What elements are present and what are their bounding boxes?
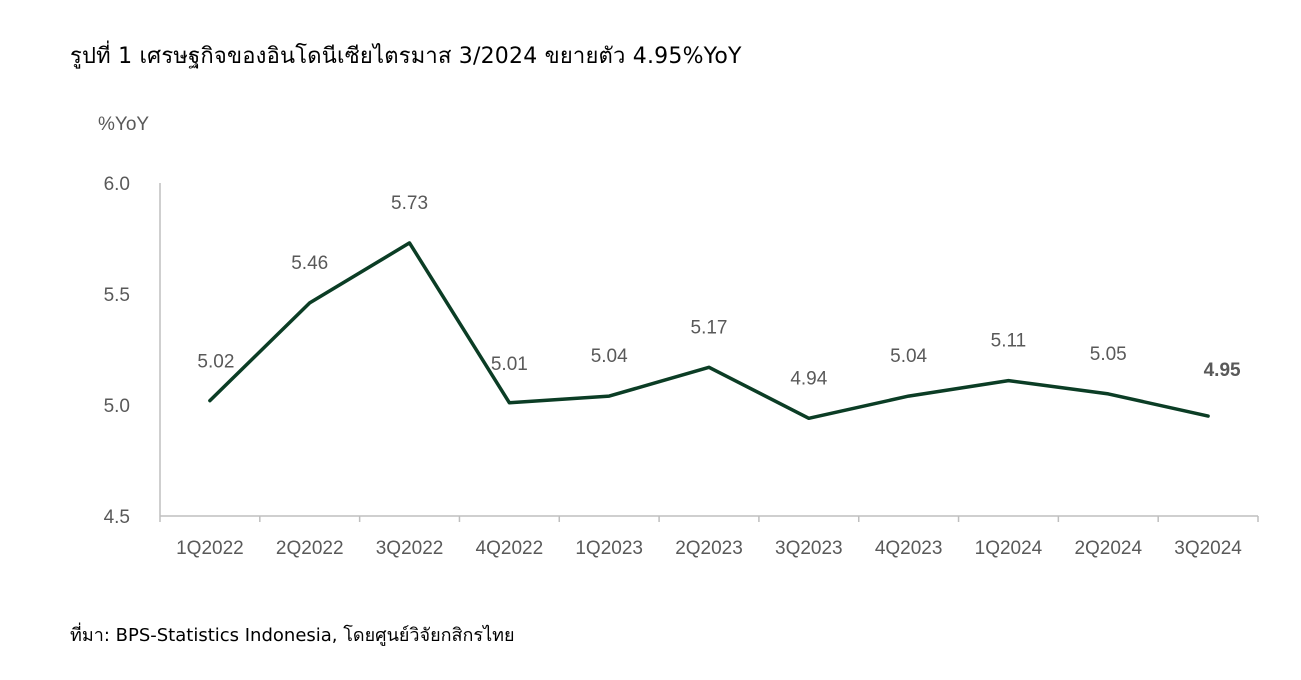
series-line xyxy=(208,241,1210,421)
data-label: 5.11 xyxy=(991,331,1027,352)
x-tick-label: 3Q2024 xyxy=(1174,538,1242,559)
x-tick-label: 1Q2023 xyxy=(575,538,643,559)
data-label: 5.02 xyxy=(197,352,234,373)
x-tick-label: 4Q2023 xyxy=(875,538,943,559)
chart-axes xyxy=(159,183,1259,522)
x-tick-label: 2Q2023 xyxy=(675,538,743,559)
data-label: 4.95 xyxy=(1204,360,1241,381)
y-tick-label: 4.5 xyxy=(104,507,130,528)
data-labels: 5.02 5.46 5.73 5.01 5.04 5.17 4.94 5.04 5.11 5.05… xyxy=(197,193,1241,389)
data-label: 5.04 xyxy=(591,346,628,367)
data-label: 4.94 xyxy=(790,368,827,389)
x-tick-label: 1Q2024 xyxy=(975,538,1043,559)
data-label: 5.17 xyxy=(691,317,728,338)
data-label: 5.04 xyxy=(890,346,927,367)
y-axis-ticks: 4.5 5.0 5.5 6.0 xyxy=(104,174,130,528)
source-note: ที่มา: BPS-Statistics Indonesia, โดยศูนย… xyxy=(70,625,515,646)
data-label: 5.05 xyxy=(1090,344,1127,365)
series-group xyxy=(208,241,1210,421)
line-chart: 4.55.05.56.0 1Q2022 2Q2022 3Q2022 4Q2022 1Q2… xyxy=(98,114,1259,559)
x-tick-label: 3Q2022 xyxy=(376,538,444,559)
y-tick-label: 5.0 xyxy=(104,396,130,417)
data-label: 5.46 xyxy=(291,253,328,274)
data-label: 5.01 xyxy=(491,354,528,375)
x-axis-ticks: 1Q2022 2Q2022 3Q2022 4Q2022 1Q2023 2Q2023 3Q20… xyxy=(176,538,1242,559)
data-label: 5.73 xyxy=(391,193,428,214)
x-tick-label: 3Q2023 xyxy=(775,538,843,559)
x-tick-label: 2Q2024 xyxy=(1074,538,1142,559)
y-tick-label: 5.5 xyxy=(104,285,130,306)
x-tick-label: 1Q2022 xyxy=(176,538,244,559)
y-tick-label: 6.0 xyxy=(104,174,130,195)
x-tick-label: 4Q2022 xyxy=(476,538,544,559)
x-tick-label: 2Q2022 xyxy=(276,538,344,559)
chart-title: รูปที่ 1 เศรษฐกิจของอินโดนีเซียไตรมาส 3/… xyxy=(70,44,742,69)
y-axis-unit-label: %YoY xyxy=(98,114,149,135)
